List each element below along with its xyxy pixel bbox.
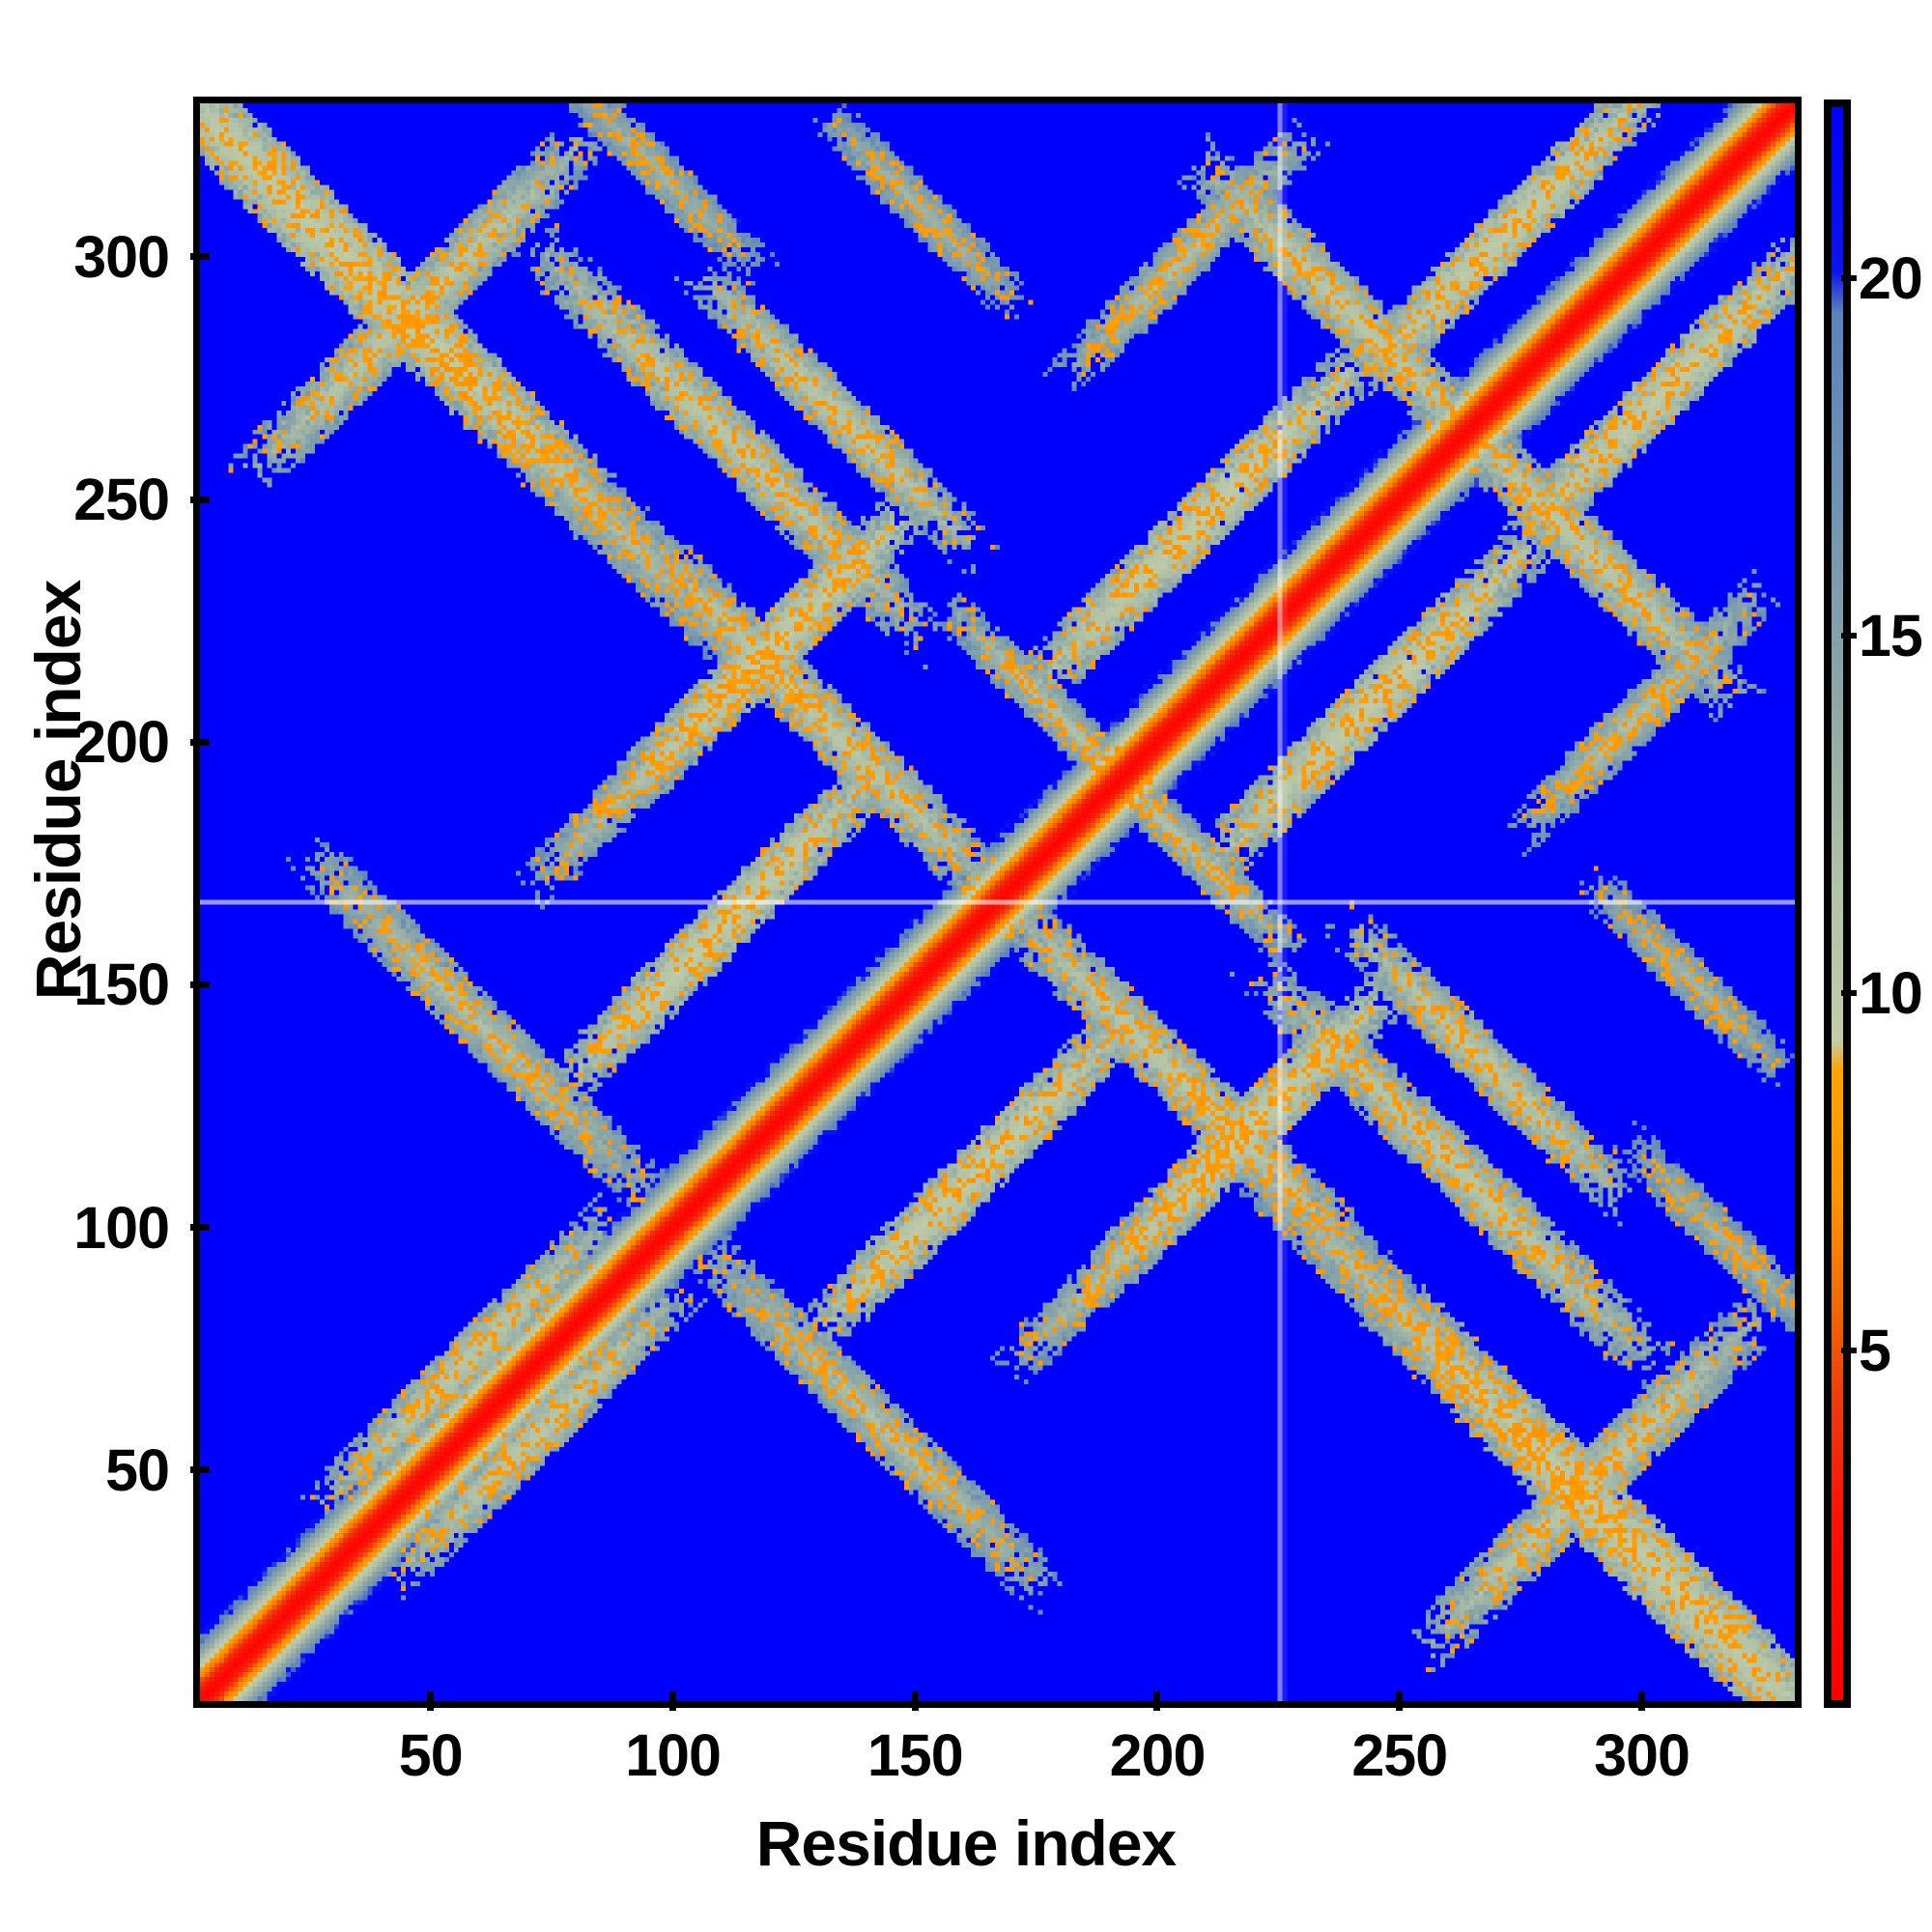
y-tick-label: 300 <box>73 223 170 290</box>
y-tick-label: 250 <box>73 467 170 532</box>
x-tick-label: 250 <box>1351 1722 1448 1788</box>
colorbar-tick-mark <box>1841 275 1857 281</box>
colorbar[interactable] <box>1824 99 1851 1708</box>
colorbar-tick-mark <box>1841 633 1857 639</box>
x-tick-label: 100 <box>625 1722 722 1788</box>
y-tick-mark <box>190 496 210 503</box>
colorbar-tick-mark <box>1841 990 1857 996</box>
y-tick-mark <box>190 1466 210 1474</box>
x-tick-mark <box>911 1691 919 1711</box>
y-tick-mark <box>190 980 210 988</box>
y-tick-mark <box>190 738 210 746</box>
x-tick-mark <box>1153 1691 1161 1711</box>
colorbar-tick-label: 10 <box>1859 960 1923 1026</box>
x-tick-label: 50 <box>398 1722 464 1788</box>
x-tick-label: 200 <box>1109 1722 1207 1788</box>
y-axis-title-wrapper: Residue index <box>21 404 95 1177</box>
contact-map-canvas[interactable] <box>200 103 1795 1701</box>
x-axis-title: Residue index <box>755 1807 1177 1879</box>
colorbar-tick-label: 20 <box>1859 245 1923 311</box>
y-tick-mark <box>190 253 210 261</box>
x-tick-label: 150 <box>867 1722 964 1788</box>
y-tick-label: 100 <box>73 1194 170 1261</box>
x-tick-mark <box>668 1691 676 1711</box>
colorbar-gradient <box>1832 107 1843 1700</box>
y-axis-title: Residue index <box>22 580 94 1001</box>
y-tick-label: 200 <box>73 709 170 776</box>
x-tick-label: 300 <box>1594 1722 1690 1788</box>
colorbar-tick-label: 15 <box>1859 603 1923 668</box>
x-tick-mark <box>1396 1691 1404 1711</box>
y-tick-label: 150 <box>73 952 170 1018</box>
x-tick-mark <box>1638 1691 1645 1711</box>
y-tick-mark <box>190 1224 210 1232</box>
y-tick-label: 50 <box>105 1436 170 1503</box>
colorbar-tick-mark <box>1841 1348 1857 1353</box>
x-tick-mark <box>427 1691 435 1711</box>
colorbar-tick-label: 5 <box>1859 1318 1891 1383</box>
heatmap-plot-area[interactable] <box>193 97 1802 1708</box>
